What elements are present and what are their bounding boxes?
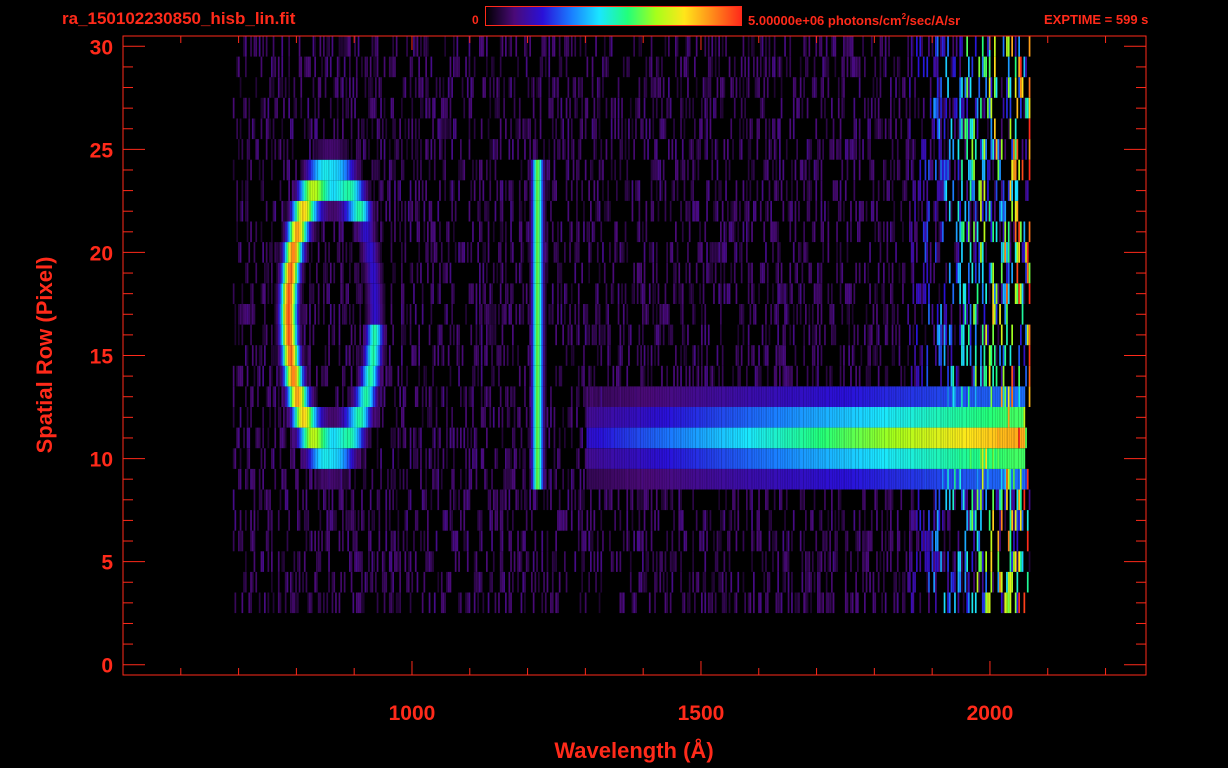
axis-labels: 1000 1500 2000 0 5 10 15 20 25 30 Wavelength (Å) Sp…	[32, 36, 1013, 763]
colorbar-unit-exponent: 2	[901, 12, 907, 21]
axis-ticks	[122, 36, 1146, 675]
x-tick-label: 1000	[389, 702, 436, 725]
heatmap-image	[232, 36, 1031, 614]
y-tick-label: 25	[90, 139, 114, 162]
colorbar-max-value: 5.00000e+06 photons/cm	[748, 13, 902, 28]
file-name-title: ra_150102230850_hisb_lin.fit	[62, 9, 296, 28]
y-axis-title: Spatial Row (Pixel)	[32, 257, 57, 454]
y-tick-label: 5	[101, 552, 113, 575]
x-tick-label: 1500	[678, 702, 725, 725]
y-tick-label: 10	[90, 449, 113, 472]
x-tick-label: 2000	[967, 702, 1014, 725]
colorbar	[485, 6, 742, 26]
y-tick-label: 15	[90, 346, 114, 369]
x-axis-title: Wavelength (Å)	[554, 737, 713, 763]
y-tick-label: 20	[90, 242, 113, 265]
exposure-time-label: EXPTIME = 599 s	[1044, 12, 1149, 27]
y-tick-label: 0	[101, 655, 113, 678]
colorbar-max-label: 5.00000e+06 photons/cm2/sec/A/sr	[748, 12, 960, 28]
colorbar-min-label: 0	[472, 13, 479, 27]
colorbar-unit-suffix: /sec/A/sr	[906, 13, 961, 28]
y-tick-label: 30	[90, 36, 113, 59]
